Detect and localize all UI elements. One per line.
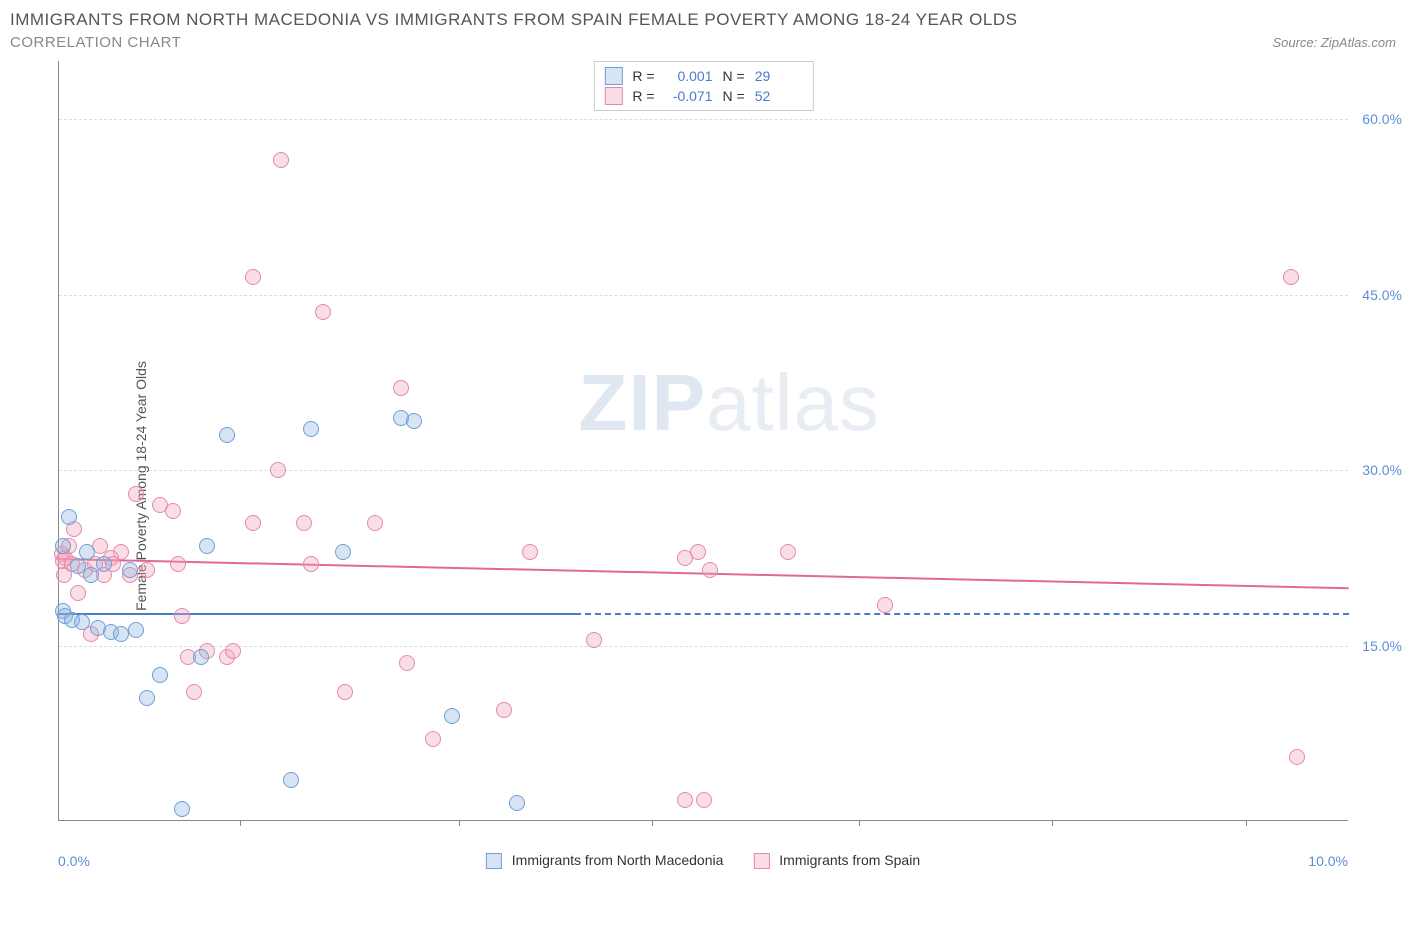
data-point-spain: [1289, 749, 1305, 765]
series-legend: Immigrants from North Macedonia Immigran…: [486, 852, 920, 869]
trendline: [59, 613, 575, 615]
data-point-spain: [399, 655, 415, 671]
legend-item-a: Immigrants from North Macedonia: [486, 852, 724, 869]
data-point-north-macedonia: [283, 772, 299, 788]
data-point-spain: [315, 304, 331, 320]
data-point-spain: [139, 562, 155, 578]
data-point-spain: [696, 792, 712, 808]
data-point-spain: [522, 544, 538, 560]
gridline: [59, 646, 1348, 647]
data-point-spain: [1283, 269, 1299, 285]
x-tick: [459, 820, 460, 826]
chart-subtitle: CORRELATION CHART: [10, 34, 181, 51]
data-point-north-macedonia: [444, 708, 460, 724]
swatch-series-b: [604, 87, 622, 105]
gridline: [59, 295, 1348, 296]
data-point-spain: [245, 269, 261, 285]
swatch-series-a: [604, 67, 622, 85]
y-tick-label: 15.0%: [1362, 638, 1402, 654]
trendline-extrapolated: [575, 613, 1349, 615]
data-point-spain: [273, 152, 289, 168]
stats-row-series-a: R = 0.001 N = 29: [604, 66, 802, 86]
data-point-spain: [425, 731, 441, 747]
watermark: ZIPatlas: [579, 357, 880, 449]
data-point-north-macedonia: [79, 544, 95, 560]
data-point-north-macedonia: [303, 421, 319, 437]
data-point-spain: [245, 515, 261, 531]
data-point-spain: [186, 684, 202, 700]
data-point-north-macedonia: [199, 538, 215, 554]
data-point-spain: [303, 556, 319, 572]
data-point-spain: [393, 380, 409, 396]
x-tick: [1052, 820, 1053, 826]
data-point-spain: [496, 702, 512, 718]
x-min-label: 0.0%: [58, 853, 90, 869]
data-point-spain: [877, 597, 893, 613]
x-tick: [652, 820, 653, 826]
data-point-spain: [270, 462, 286, 478]
data-point-north-macedonia: [122, 562, 138, 578]
data-point-spain: [165, 503, 181, 519]
stats-row-series-b: R = -0.071 N = 52: [604, 86, 802, 106]
data-point-spain: [677, 792, 693, 808]
data-point-north-macedonia: [96, 556, 112, 572]
data-point-spain: [337, 684, 353, 700]
data-point-spain: [174, 608, 190, 624]
data-point-north-macedonia: [509, 795, 525, 811]
data-point-north-macedonia: [128, 622, 144, 638]
swatch-icon: [486, 853, 502, 869]
data-point-spain: [367, 515, 383, 531]
x-tick: [240, 820, 241, 826]
data-point-north-macedonia: [406, 413, 422, 429]
data-point-north-macedonia: [193, 649, 209, 665]
y-tick-label: 45.0%: [1362, 287, 1402, 303]
data-point-spain: [586, 632, 602, 648]
x-tick: [859, 820, 860, 826]
data-point-spain: [128, 486, 144, 502]
legend-item-b: Immigrants from Spain: [753, 852, 920, 869]
data-point-north-macedonia: [55, 538, 71, 554]
correlation-chart: Female Poverty Among 18-24 Year Olds ZIP…: [10, 61, 1396, 911]
swatch-icon: [753, 853, 769, 869]
y-tick-label: 30.0%: [1362, 462, 1402, 478]
gridline: [59, 119, 1348, 120]
data-point-spain: [780, 544, 796, 560]
data-point-north-macedonia: [152, 667, 168, 683]
data-point-north-macedonia: [83, 567, 99, 583]
data-point-north-macedonia: [219, 427, 235, 443]
chart-title: IMMIGRANTS FROM NORTH MACEDONIA VS IMMIG…: [10, 10, 1017, 30]
data-point-spain: [170, 556, 186, 572]
y-tick-label: 60.0%: [1362, 111, 1402, 127]
data-point-north-macedonia: [139, 690, 155, 706]
data-point-north-macedonia: [61, 509, 77, 525]
x-tick: [1246, 820, 1247, 826]
data-point-spain: [225, 643, 241, 659]
data-point-spain: [113, 544, 129, 560]
data-point-spain: [296, 515, 312, 531]
gridline: [59, 470, 1348, 471]
data-point-spain: [70, 585, 86, 601]
data-point-spain: [690, 544, 706, 560]
data-point-north-macedonia: [74, 614, 90, 630]
plot-area: ZIPatlas R = 0.001 N = 29 R = -0.071 N =…: [58, 61, 1348, 821]
data-point-north-macedonia: [113, 626, 129, 642]
chart-source: Source: ZipAtlas.com: [1272, 35, 1396, 50]
data-point-spain: [702, 562, 718, 578]
x-max-label: 10.0%: [1308, 853, 1348, 869]
data-point-north-macedonia: [174, 801, 190, 817]
data-point-north-macedonia: [335, 544, 351, 560]
stats-legend-box: R = 0.001 N = 29 R = -0.071 N = 52: [593, 61, 813, 111]
